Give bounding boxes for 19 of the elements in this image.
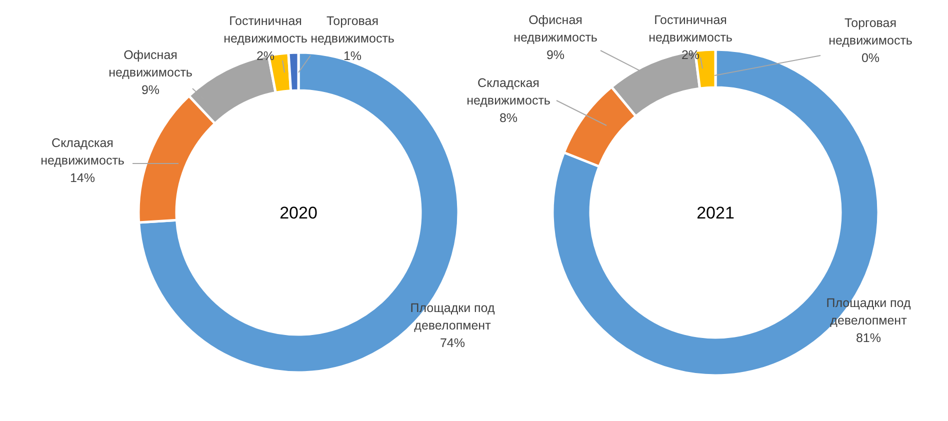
- data-label: 9%: [546, 48, 565, 62]
- slice-label: Складская недвижимость: [40, 136, 124, 168]
- data-label: 8%: [499, 111, 518, 125]
- slice-label: Офисная недвижимость: [514, 13, 598, 44]
- text: 2020: [280, 204, 318, 222]
- text: 2021: [696, 204, 734, 222]
- text: 0%: [861, 51, 880, 65]
- slice-label: Офисная недвижимость: [108, 48, 192, 80]
- data-label: 1%: [343, 49, 362, 63]
- slice-label: Гостиничная недвижимость: [224, 14, 308, 46]
- slice-label: Складская недвижимость: [466, 76, 550, 108]
- data-label: 2%: [256, 49, 275, 63]
- data-label: 14%: [70, 171, 96, 185]
- data-label: 9%: [141, 83, 160, 97]
- data-label: 74%: [440, 336, 466, 350]
- slice-label: Торговая недвижимость: [310, 14, 394, 46]
- data-label: 81%: [856, 331, 882, 345]
- slice-label: Гостиничная недвижимость: [648, 13, 732, 44]
- category-label: Торговая недвижимость: [828, 16, 912, 48]
